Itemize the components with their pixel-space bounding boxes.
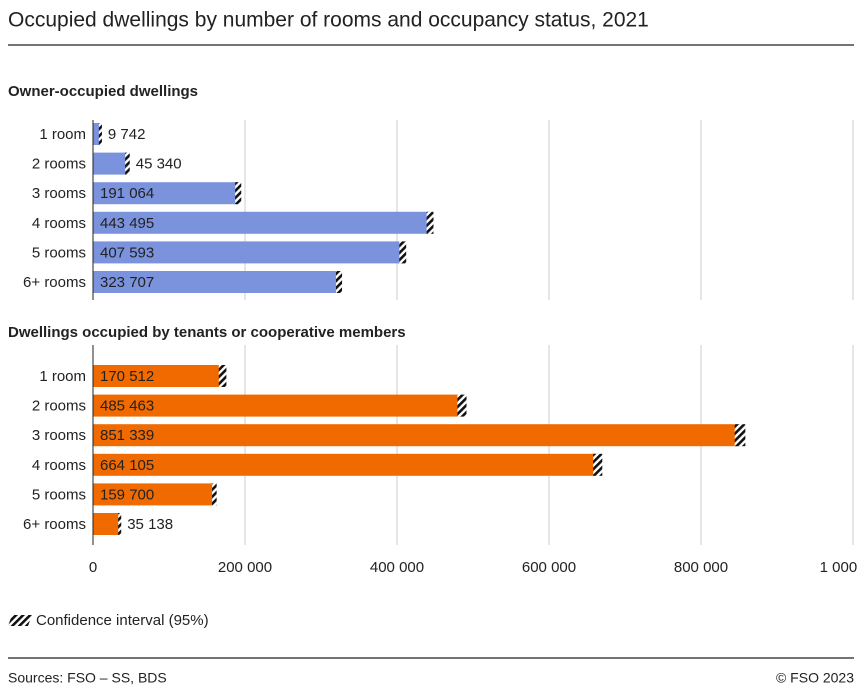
y-tick-label: 5 rooms: [32, 486, 86, 503]
confidence-interval: [125, 152, 130, 175]
value-label: 407 593: [100, 244, 154, 261]
panel-subtitle: Owner-occupied dwellings: [8, 83, 198, 100]
confidence-interval: [593, 453, 603, 476]
y-tick-label: 6+ rooms: [23, 516, 86, 533]
chart-title: Occupied dwellings by number of rooms an…: [8, 9, 649, 32]
y-tick-label: 1 room: [39, 368, 86, 385]
value-label: 664 105: [100, 457, 154, 474]
bar: [93, 424, 741, 447]
copyright: © FSO 2023: [776, 670, 854, 686]
value-label: 191 064: [100, 185, 154, 202]
bar: [93, 241, 403, 264]
bar: [93, 271, 340, 293]
y-tick-label: 1 room: [39, 126, 86, 143]
x-tick-label: 0: [89, 559, 97, 576]
y-tick-label: 2 rooms: [32, 398, 86, 415]
y-tick-label: 4 rooms: [32, 457, 86, 474]
x-tick-label: 800 000: [674, 559, 728, 576]
bar: [93, 513, 120, 535]
confidence-interval: [734, 424, 746, 447]
value-label: 9 742: [108, 126, 146, 143]
value-label: 323 707: [100, 274, 154, 291]
y-tick-label: 6+ rooms: [23, 274, 86, 291]
confidence-interval: [118, 513, 122, 535]
value-label: 35 138: [127, 516, 173, 533]
value-label: 485 463: [100, 398, 154, 415]
bar: [93, 182, 239, 205]
y-tick-label: 2 rooms: [32, 156, 86, 173]
bar: [93, 453, 598, 476]
panel-subtitle: Dwellings occupied by tenants or coopera…: [8, 324, 406, 341]
bar: [93, 211, 431, 234]
confidence-interval: [218, 365, 227, 387]
confidence-interval: [426, 211, 434, 234]
y-tick-label: 3 rooms: [32, 185, 86, 202]
source: Sources: FSO – SS, BDS: [8, 670, 167, 686]
bar: [93, 152, 128, 175]
value-label: 443 495: [100, 215, 154, 232]
bar: [93, 123, 101, 145]
bar: [93, 483, 215, 506]
y-tick-label: 4 rooms: [32, 215, 86, 232]
confidence-interval: [399, 241, 407, 264]
y-tick-label: 3 rooms: [32, 427, 86, 444]
confidence-interval: [235, 182, 242, 205]
confidence-interval: [98, 123, 102, 145]
value-label: 170 512: [100, 368, 154, 385]
bar: [93, 394, 462, 417]
confidence-interval: [212, 483, 217, 506]
x-tick-label: 1 000 000: [820, 559, 862, 576]
value-label: 45 340: [136, 156, 182, 173]
bar: [93, 365, 223, 387]
x-tick-label: 200 000: [218, 559, 272, 576]
x-tick-label: 400 000: [370, 559, 424, 576]
legend-label: Confidence interval (95%): [36, 612, 209, 629]
confidence-interval: [335, 271, 343, 293]
y-tick-label: 5 rooms: [32, 244, 86, 261]
value-label: 159 700: [100, 486, 154, 503]
confidence-interval: [457, 394, 467, 417]
x-tick-label: 600 000: [522, 559, 576, 576]
legend-swatch: [8, 615, 32, 626]
value-label: 851 339: [100, 427, 154, 444]
